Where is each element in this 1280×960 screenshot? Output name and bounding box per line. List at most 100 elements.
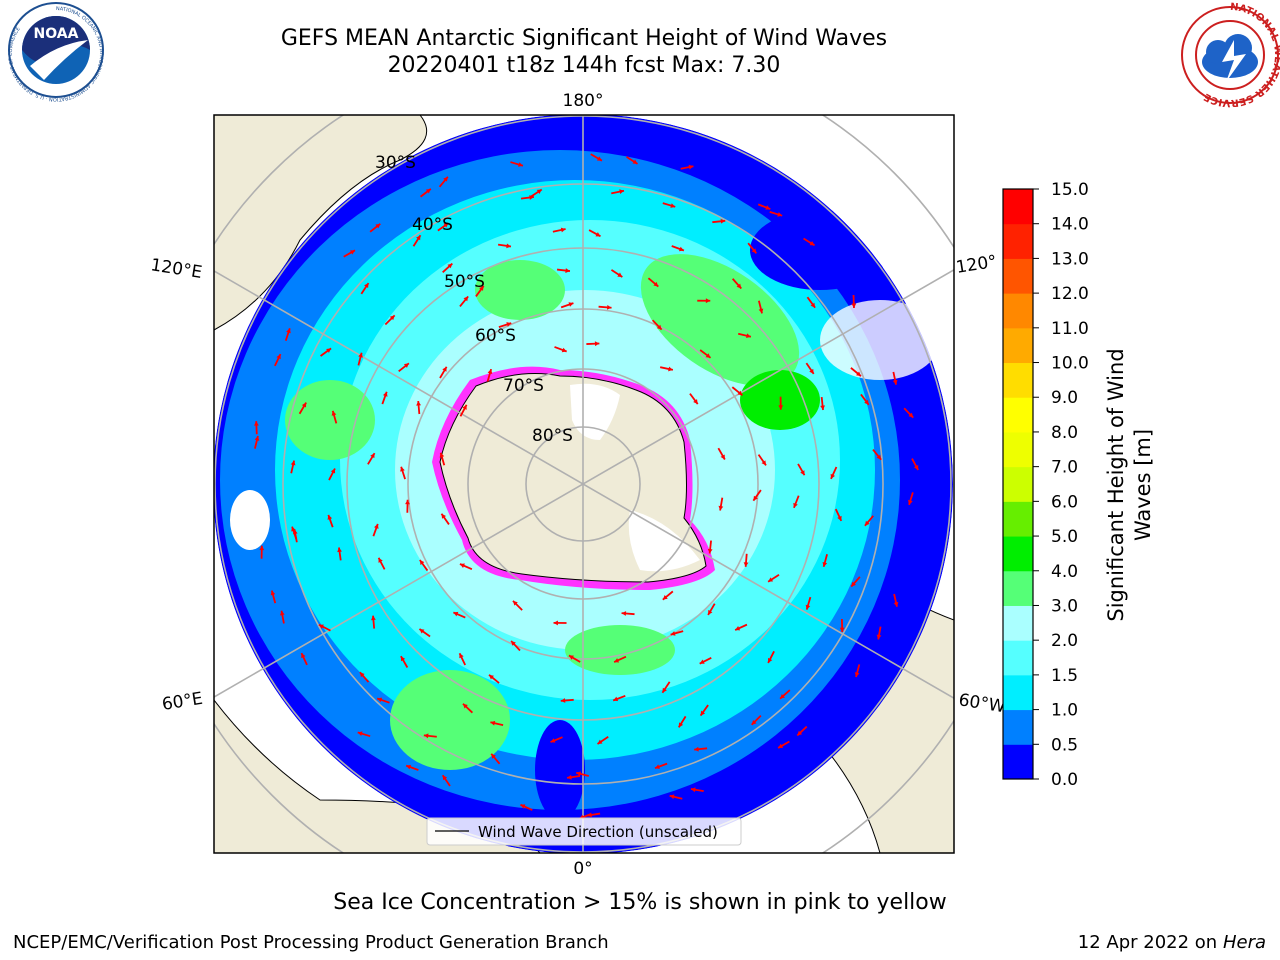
wave-arrow-head bbox=[489, 674, 494, 680]
wave-arrow-head bbox=[565, 268, 570, 273]
colorbar-tick-label: 7.0 bbox=[1051, 458, 1078, 478]
wave-arrow-head bbox=[331, 410, 337, 416]
wave-arrow-head bbox=[416, 401, 421, 406]
wave-arrow-head bbox=[720, 454, 725, 460]
wave-arrow-head bbox=[810, 302, 816, 308]
wave-arrow-head bbox=[560, 227, 566, 233]
wave-arrow-head bbox=[753, 495, 758, 501]
colorbar-tick-label: 6.0 bbox=[1051, 492, 1078, 512]
colorbar-cell bbox=[1003, 397, 1033, 433]
wave-arrow-head bbox=[286, 328, 291, 334]
wave-arrow-head bbox=[447, 263, 453, 269]
wave-arrow-head bbox=[518, 162, 523, 167]
wave-arrow-head bbox=[490, 720, 496, 726]
wave-arrow-head bbox=[908, 499, 913, 505]
wave-arrow-head bbox=[694, 746, 699, 752]
colorbar-cell bbox=[1003, 258, 1033, 294]
lat-label-40s: 40°S bbox=[412, 215, 453, 235]
wave-arrow-head bbox=[567, 774, 572, 780]
footer-host: Hera bbox=[1222, 932, 1266, 953]
wave-arrow-head bbox=[479, 285, 484, 291]
wave-arrow-head bbox=[400, 656, 406, 662]
wave-arrow-head bbox=[805, 604, 811, 610]
wave-arrow-head bbox=[705, 353, 711, 358]
wave-arrow-head bbox=[550, 738, 556, 743]
lat-label-70s: 70°S bbox=[503, 376, 544, 396]
wave-arrow-head bbox=[669, 794, 675, 800]
wave-arrow-head bbox=[511, 640, 516, 646]
wave-arrow-head bbox=[830, 473, 836, 479]
colorbar-label-line1: Significant Height of Wind bbox=[1104, 348, 1128, 621]
wave-arrow-head bbox=[809, 241, 815, 246]
wave-arrow-head bbox=[690, 787, 696, 793]
wave-arrow-head bbox=[700, 710, 706, 716]
wave-arrow-head bbox=[596, 156, 602, 161]
wave-arrow-head bbox=[678, 246, 684, 252]
colorbar-tick-label: 15.0 bbox=[1051, 180, 1089, 200]
noaa-logo-text: NOAA bbox=[34, 26, 79, 42]
wave-arrow-head bbox=[793, 502, 798, 508]
wave-arrow-head bbox=[699, 659, 705, 664]
wave-arrow-head bbox=[416, 235, 421, 241]
lon-label-60e: 60°E bbox=[161, 689, 205, 715]
colorbar-tick-label: 0.5 bbox=[1051, 735, 1078, 755]
wave-arrow-head bbox=[291, 526, 296, 532]
wave-arrow-head bbox=[606, 305, 612, 310]
wave-arrow-head bbox=[442, 775, 448, 781]
wave-arrow-head bbox=[822, 561, 828, 567]
wave-arrow-head bbox=[800, 470, 805, 476]
polar-map bbox=[214, 115, 954, 853]
colorbar-cell bbox=[1003, 327, 1033, 364]
lon-label-180: 180° bbox=[563, 91, 604, 111]
colorbar: 0.0 0.5 1.0 1.5 2.0 3.0 4.0 5.0 6.0 7.0 8.0 9.0 10.0… bbox=[1002, 180, 1155, 790]
wave-arrow-head bbox=[327, 514, 333, 520]
wave-arrow-head bbox=[561, 347, 567, 353]
wave-arrow-head bbox=[892, 379, 898, 385]
lon-label-120w: 120° bbox=[955, 252, 999, 278]
wave-arrow-head bbox=[405, 499, 410, 505]
colorbar-tick-label: 3.0 bbox=[1051, 596, 1078, 616]
graticule bbox=[214, 115, 954, 853]
wave-arrow-head bbox=[778, 405, 784, 410]
wave-arrow-head bbox=[270, 590, 276, 596]
chart-title: GEFS MEAN Antarctic Significant Height o… bbox=[280, 26, 888, 51]
wave-arrow-head bbox=[349, 250, 355, 255]
wave-arrow-head bbox=[512, 600, 518, 606]
colorbar-cell bbox=[1003, 362, 1033, 398]
wave-arrow-head bbox=[670, 203, 676, 208]
wave-arrow-head bbox=[777, 212, 783, 217]
wave-arrow-head bbox=[359, 672, 365, 678]
lat-label-30s: 30°S bbox=[375, 153, 416, 173]
australia-landmass bbox=[214, 115, 428, 331]
wave-arrow-head bbox=[632, 159, 638, 164]
colorbar-tick-label: 10.0 bbox=[1051, 354, 1089, 374]
colorbar-tick-label: 11.0 bbox=[1051, 319, 1089, 339]
wave-arrow-head bbox=[462, 703, 468, 709]
wave-arrow-head bbox=[442, 366, 447, 372]
wave-arrow-head bbox=[560, 698, 566, 703]
sea-ice-note: Sea Ice Concentration > 15% is shown in … bbox=[333, 890, 947, 915]
colorbar-tick-label: 12.0 bbox=[1051, 284, 1089, 304]
wave-arrow-head bbox=[453, 611, 459, 617]
lon-label-0: 0° bbox=[573, 859, 592, 879]
wave-arrow-head bbox=[737, 390, 743, 396]
wave-arrow-head bbox=[693, 399, 698, 405]
wave-arrow-head bbox=[364, 283, 369, 289]
map-frame bbox=[213, 114, 955, 854]
wave-arrow-head bbox=[377, 697, 383, 703]
wave-arrow-head bbox=[301, 402, 307, 408]
colorbar-tick-label: 4.0 bbox=[1051, 562, 1078, 582]
wave-arrow-head bbox=[688, 164, 694, 170]
colorbar-tick-label: 8.0 bbox=[1051, 423, 1078, 443]
colorbar-tick-label: 2.0 bbox=[1051, 631, 1078, 651]
colorbar-cell bbox=[1003, 709, 1033, 745]
wave-arrow-head bbox=[614, 658, 620, 663]
wave-arrow-head bbox=[371, 615, 376, 621]
colorbar-cell bbox=[1003, 466, 1033, 502]
wave-arrow-head bbox=[778, 743, 784, 748]
wave-arrow-head bbox=[653, 281, 659, 287]
colorbar-label-line2: Waves [m] bbox=[1131, 429, 1155, 541]
lat-label-80s: 80°S bbox=[532, 426, 573, 446]
wave-arrow-head bbox=[656, 324, 662, 330]
